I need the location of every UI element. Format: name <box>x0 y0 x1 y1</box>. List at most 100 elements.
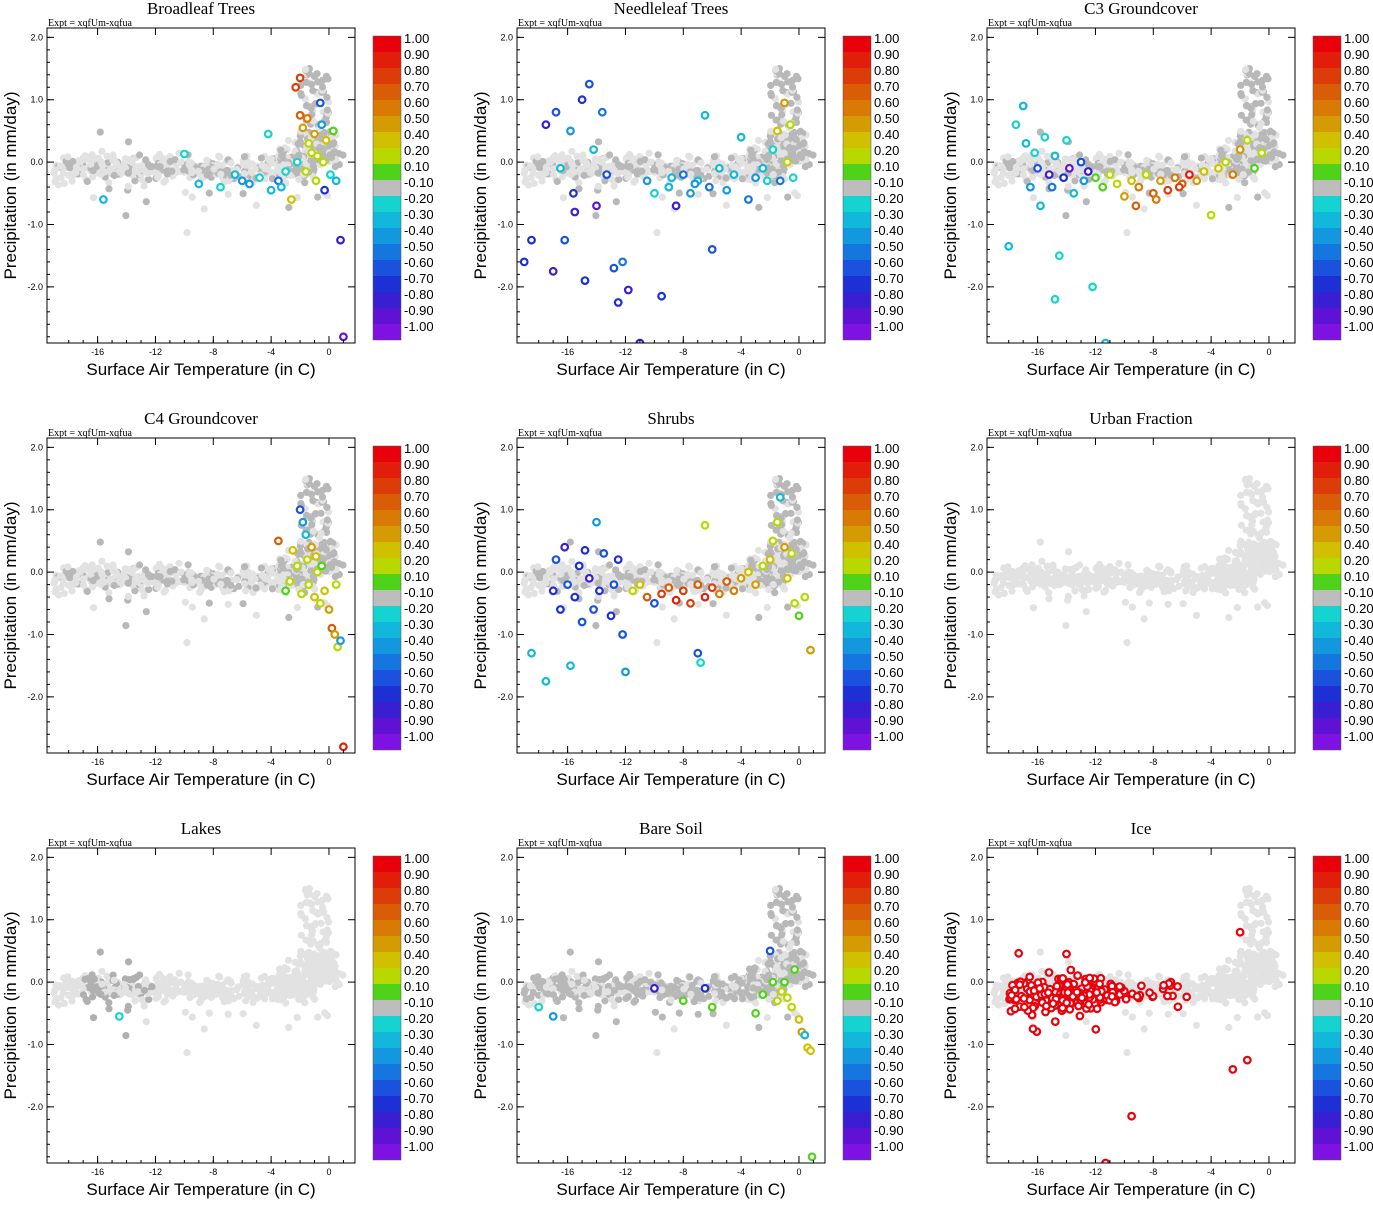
data-point <box>599 109 606 116</box>
data-point <box>770 146 777 153</box>
background-point <box>1271 558 1278 565</box>
background-point <box>1173 576 1180 583</box>
background-point <box>1088 573 1095 580</box>
data-point <box>561 544 568 551</box>
data-point <box>791 600 798 607</box>
data-point <box>1244 137 1251 144</box>
data-point <box>745 196 752 203</box>
colorbar-swatch <box>373 670 401 686</box>
colorbar-swatch <box>373 702 401 718</box>
background-point <box>527 572 534 579</box>
colorbar-swatch <box>843 670 871 686</box>
colorbar-label: 0.50 <box>1344 521 1369 536</box>
background-point <box>1234 576 1241 583</box>
background-point <box>782 510 789 517</box>
x-tick-label: -12 <box>1089 757 1102 767</box>
background-point <box>1000 579 1007 586</box>
colorbar-label: -0.10 <box>874 175 904 190</box>
background-point <box>81 156 88 163</box>
data-point <box>590 606 597 613</box>
colorbar-swatch <box>1313 510 1341 526</box>
background-point <box>60 579 67 586</box>
background-point <box>138 586 145 593</box>
background-point <box>309 497 316 504</box>
colorbar-label: 0.10 <box>874 569 899 584</box>
x-tick-label: 0 <box>326 347 331 357</box>
background-point <box>1240 581 1247 588</box>
background-point <box>809 152 816 159</box>
colorbar-label: -0.20 <box>874 191 904 206</box>
colorbar-label: 0.10 <box>1344 159 1369 174</box>
data-point <box>278 184 285 191</box>
background-point <box>1248 111 1255 118</box>
y-axis-label: Precipitation (in mm/day) <box>941 91 960 279</box>
colorbar-swatch <box>843 148 871 164</box>
colorbar-label: -0.70 <box>874 681 904 696</box>
background-point <box>189 194 196 201</box>
data-point <box>586 81 593 88</box>
colorbar-label: 1.00 <box>874 441 899 456</box>
background-point <box>125 593 132 600</box>
background-point <box>801 148 808 155</box>
colorbar-label: 0.20 <box>1344 553 1369 568</box>
data-point <box>1023 140 1030 147</box>
background-point <box>201 615 208 622</box>
y-axis-label: Precipitation (in mm/day) <box>471 91 490 279</box>
background-point <box>581 582 588 589</box>
background-point <box>1267 538 1274 545</box>
background-point <box>1095 163 1102 170</box>
background-point <box>1096 561 1103 568</box>
background-point <box>596 566 603 573</box>
colorbar-swatch <box>1313 638 1341 654</box>
data-point <box>774 519 781 526</box>
background-point <box>1008 177 1015 184</box>
background-point <box>689 572 696 579</box>
colorbar-label: 0.90 <box>1344 47 1369 62</box>
background-point <box>195 578 202 585</box>
background-point <box>767 548 774 555</box>
colorbar-swatch <box>1313 542 1341 558</box>
data-point <box>332 631 339 638</box>
colorbar-swatch <box>1313 132 1341 148</box>
background-point <box>784 604 791 611</box>
background-point <box>615 176 622 183</box>
background-point <box>1225 137 1232 144</box>
background-point <box>248 579 255 586</box>
data-point <box>1056 252 1063 259</box>
data-point <box>611 265 618 272</box>
background-point <box>536 574 543 581</box>
background-point <box>258 155 265 162</box>
data-point <box>557 165 564 172</box>
background-point <box>97 171 104 178</box>
background-point <box>1107 568 1114 575</box>
background-point <box>1220 574 1227 581</box>
background-point <box>794 516 801 523</box>
background-point <box>1116 560 1123 567</box>
background-point <box>268 570 275 577</box>
background-point <box>1252 541 1259 548</box>
colorbar-swatch <box>373 510 401 526</box>
colorbar-label: -0.20 <box>404 601 434 616</box>
background-point <box>1249 497 1256 504</box>
background-point <box>658 576 665 583</box>
y-tick-label: 0.0 <box>30 567 43 577</box>
background-point <box>1037 539 1044 546</box>
background-point <box>646 560 653 567</box>
background-point <box>164 580 171 587</box>
colorbar-label: -0.70 <box>404 681 434 696</box>
background-point <box>763 155 770 162</box>
colorbar-swatch <box>373 494 401 510</box>
colorbar-swatch <box>843 558 871 574</box>
background-point <box>1167 570 1174 577</box>
colorbar-swatch <box>373 686 401 702</box>
background-point <box>1209 585 1216 592</box>
background-point <box>606 151 613 158</box>
colorbar-label: -0.10 <box>874 585 904 600</box>
background-point <box>1249 87 1256 94</box>
colorbar-label: 0.40 <box>404 127 429 142</box>
y-tick-label: 1.0 <box>500 505 513 515</box>
data-point <box>1060 174 1067 181</box>
background-point <box>592 212 599 219</box>
y-tick-label: 0.0 <box>500 567 513 577</box>
background-point <box>534 153 541 160</box>
